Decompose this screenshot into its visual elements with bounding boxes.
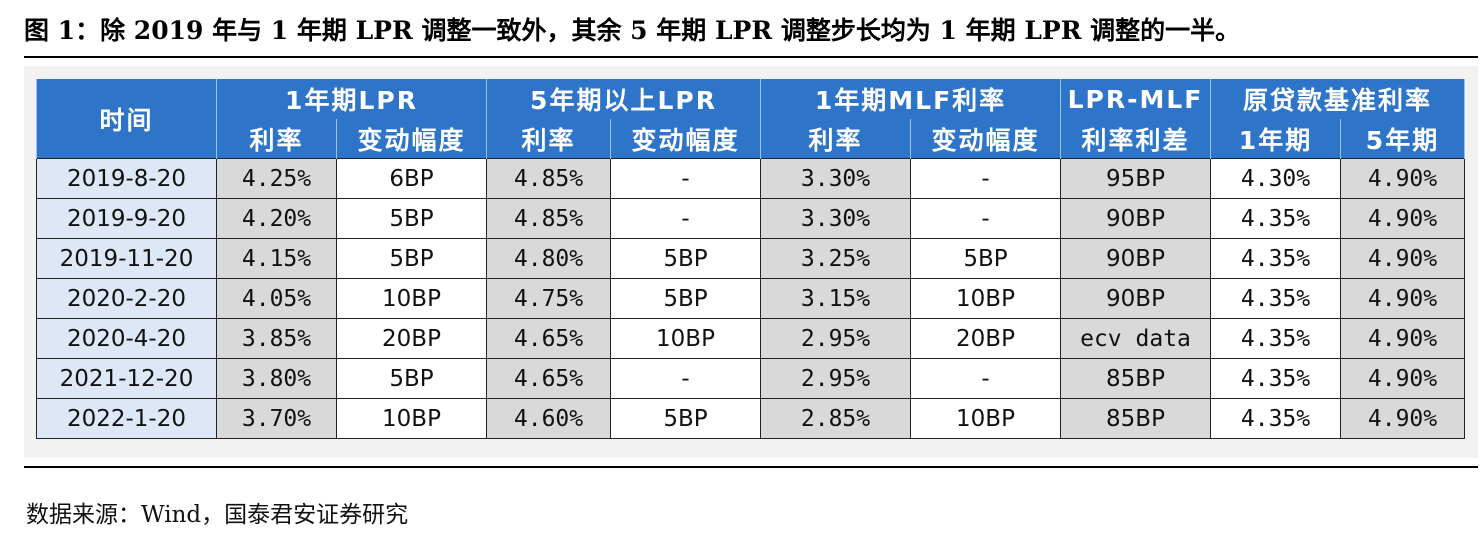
cell-mlf-rate: 3.30% bbox=[760, 198, 911, 239]
cell-spread: 85BP bbox=[1060, 398, 1211, 439]
subheader-5y-lpr-rate: 利率 bbox=[486, 119, 611, 159]
cell-date: 2019-8-20 bbox=[36, 158, 217, 199]
cell-1y-lpr-change: 6BP bbox=[336, 158, 487, 199]
subheader-base-5y: 5年期 bbox=[1340, 119, 1465, 159]
cell-5y-lpr-change: - bbox=[610, 358, 761, 399]
cell-date: 2019-9-20 bbox=[36, 198, 217, 239]
cell-base-1y: 4.35% bbox=[1210, 358, 1341, 399]
cell-mlf-change: 10BP bbox=[910, 398, 1061, 439]
cell-date: 2020-2-20 bbox=[36, 278, 217, 319]
cell-mlf-rate: 3.15% bbox=[760, 278, 911, 319]
cell-base-1y: 4.35% bbox=[1210, 238, 1341, 279]
subheader-base-1y: 1年期 bbox=[1210, 119, 1341, 159]
subheader-5y-lpr-change: 变动幅度 bbox=[610, 119, 761, 159]
cell-date: 2022-1-20 bbox=[36, 398, 217, 439]
cell-1y-lpr-change: 5BP bbox=[336, 198, 487, 239]
table-row: 2019-9-20 4.20% 5BP 4.85% - 3.30% - 90BP… bbox=[36, 198, 1465, 239]
cell-spread: 90BP bbox=[1060, 278, 1211, 319]
cell-5y-lpr-rate: 4.85% bbox=[486, 158, 611, 199]
header-time: 时间 bbox=[36, 79, 217, 159]
cell-5y-lpr-change: - bbox=[610, 158, 761, 199]
cell-1y-lpr-change: 10BP bbox=[336, 398, 487, 439]
cell-mlf-change: - bbox=[910, 158, 1061, 199]
cell-1y-lpr-change: 5BP bbox=[336, 238, 487, 279]
cell-base-5y: 4.90% bbox=[1340, 238, 1465, 279]
cell-base-1y: 4.35% bbox=[1210, 318, 1341, 359]
cell-5y-lpr-rate: 4.60% bbox=[486, 398, 611, 439]
cell-mlf-rate: 2.95% bbox=[760, 358, 911, 399]
cell-1y-lpr-change: 5BP bbox=[336, 358, 487, 399]
cell-base-5y: 4.90% bbox=[1340, 198, 1465, 239]
cell-base-5y: 4.90% bbox=[1340, 398, 1465, 439]
header-5y-lpr: 5年期以上LPR bbox=[486, 79, 761, 119]
cell-spread: 90BP bbox=[1060, 198, 1211, 239]
cell-1y-lpr-rate: 4.15% bbox=[216, 238, 337, 279]
table-row: 2019-8-20 4.25% 6BP 4.85% - 3.30% - 95BP… bbox=[36, 158, 1465, 199]
cell-mlf-rate: 3.25% bbox=[760, 238, 911, 279]
cell-mlf-change: - bbox=[910, 358, 1061, 399]
cell-mlf-change: 20BP bbox=[910, 318, 1061, 359]
bottom-rule bbox=[24, 466, 1478, 468]
cell-mlf-change: 5BP bbox=[910, 238, 1061, 279]
cell-base-5y: 4.90% bbox=[1340, 158, 1465, 199]
cell-1y-lpr-rate: 3.85% bbox=[216, 318, 337, 359]
cell-5y-lpr-rate: 4.80% bbox=[486, 238, 611, 279]
cell-5y-lpr-change: 5BP bbox=[610, 238, 761, 279]
cell-spread: 95BP bbox=[1060, 158, 1211, 199]
header-1y-lpr: 1年期LPR bbox=[216, 79, 487, 119]
cell-5y-lpr-change: 5BP bbox=[610, 278, 761, 319]
header-base-rate: 原贷款基准利率 bbox=[1210, 79, 1465, 119]
cell-5y-lpr-rate: 4.65% bbox=[486, 318, 611, 359]
cell-base-1y: 4.35% bbox=[1210, 278, 1341, 319]
lpr-table: 时间 1年期LPR 5年期以上LPR 1年期MLF利率 LPR-MLF 原贷款基… bbox=[36, 79, 1465, 439]
cell-1y-lpr-change: 10BP bbox=[336, 278, 487, 319]
cell-5y-lpr-rate: 4.75% bbox=[486, 278, 611, 319]
subheader-1y-lpr-change: 变动幅度 bbox=[336, 119, 487, 159]
table-row: 2022-1-20 3.70% 10BP 4.60% 5BP 2.85% 10B… bbox=[36, 398, 1465, 439]
cell-5y-lpr-change: - bbox=[610, 198, 761, 239]
table-row: 2019-11-20 4.15% 5BP 4.80% 5BP 3.25% 5BP… bbox=[36, 238, 1465, 279]
table-row: 2021-12-20 3.80% 5BP 4.65% - 2.95% - 85B… bbox=[36, 358, 1465, 399]
header-lpr-mlf: LPR-MLF bbox=[1060, 79, 1211, 119]
cell-date: 2019-11-20 bbox=[36, 238, 217, 279]
header-row-sub: 利率 变动幅度 利率 变动幅度 利率 变动幅度 利率利差 1年期 5年期 bbox=[37, 119, 1465, 159]
cell-base-5y: 4.90% bbox=[1340, 278, 1465, 319]
top-rule bbox=[24, 56, 1478, 58]
cell-mlf-rate: 2.95% bbox=[760, 318, 911, 359]
cell-spread: 90BP bbox=[1060, 238, 1211, 279]
subheader-spread: 利率利差 bbox=[1060, 119, 1211, 159]
cell-base-1y: 4.30% bbox=[1210, 158, 1341, 199]
cell-mlf-change: - bbox=[910, 198, 1061, 239]
cell-1y-lpr-rate: 4.25% bbox=[216, 158, 337, 199]
cell-1y-lpr-rate: 4.05% bbox=[216, 278, 337, 319]
cell-base-5y: 4.90% bbox=[1340, 358, 1465, 399]
table-row: 2020-4-20 3.85% 20BP 4.65% 10BP 2.95% 20… bbox=[36, 318, 1465, 359]
cell-5y-lpr-change: 10BP bbox=[610, 318, 761, 359]
cell-base-1y: 4.35% bbox=[1210, 398, 1341, 439]
cell-mlf-rate: 3.30% bbox=[760, 158, 911, 199]
subheader-mlf-change: 变动幅度 bbox=[910, 119, 1061, 159]
cell-spread: 85BP bbox=[1060, 358, 1211, 399]
subheader-mlf-rate: 利率 bbox=[760, 119, 911, 159]
header-row-groups: 时间 1年期LPR 5年期以上LPR 1年期MLF利率 LPR-MLF 原贷款基… bbox=[36, 79, 1465, 159]
cell-5y-lpr-rate: 4.85% bbox=[486, 198, 611, 239]
cell-base-5y: 4.90% bbox=[1340, 318, 1465, 359]
cell-1y-lpr-rate: 3.80% bbox=[216, 358, 337, 399]
table-row: 2020-2-20 4.05% 10BP 4.75% 5BP 3.15% 10B… bbox=[36, 278, 1465, 319]
figure-title: 图 1：除 2019 年与 1 年期 LPR 调整一致外，其余 5 年期 LPR… bbox=[24, 16, 1241, 45]
cell-date: 2021-12-20 bbox=[36, 358, 217, 399]
cell-mlf-change: 10BP bbox=[910, 278, 1061, 319]
cell-5y-lpr-change: 5BP bbox=[610, 398, 761, 439]
header-1y-mlf: 1年期MLF利率 bbox=[760, 79, 1061, 119]
source-note: 数据来源：Wind，国泰君安证券研究 bbox=[26, 502, 409, 528]
cell-spread: ecv data bbox=[1060, 318, 1211, 359]
cell-5y-lpr-rate: 4.65% bbox=[486, 358, 611, 399]
cell-mlf-rate: 2.85% bbox=[760, 398, 911, 439]
cell-1y-lpr-change: 20BP bbox=[336, 318, 487, 359]
cell-1y-lpr-rate: 3.70% bbox=[216, 398, 337, 439]
cell-date: 2020-4-20 bbox=[36, 318, 217, 359]
cell-1y-lpr-rate: 4.20% bbox=[216, 198, 337, 239]
cell-base-1y: 4.35% bbox=[1210, 198, 1341, 239]
subheader-1y-lpr-rate: 利率 bbox=[216, 119, 337, 159]
